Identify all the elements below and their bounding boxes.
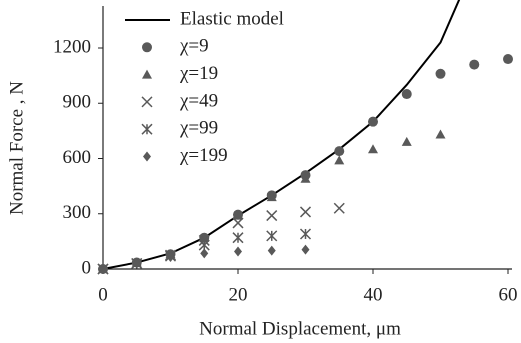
triangle xyxy=(233,210,243,220)
circle xyxy=(503,54,513,65)
y-tick-label: 600 xyxy=(63,147,92,168)
marker-diamond xyxy=(132,258,141,269)
circle xyxy=(368,116,378,127)
diamond xyxy=(99,264,107,274)
triangle xyxy=(300,173,311,183)
diamond xyxy=(234,246,242,257)
legend-label: Elastic model xyxy=(180,8,284,29)
triangle xyxy=(266,192,277,202)
legend-label: χ=9 xyxy=(179,36,209,57)
marker-cross xyxy=(141,96,153,108)
marker-circle xyxy=(503,54,513,65)
circle xyxy=(435,68,446,79)
diamond xyxy=(301,244,310,255)
legend-label: χ=19 xyxy=(179,63,218,84)
diamond xyxy=(143,151,151,162)
legend-label: χ=199 xyxy=(179,145,228,166)
diamond xyxy=(132,258,141,269)
model-line xyxy=(102,0,461,270)
circle xyxy=(142,42,152,53)
marker-triangle xyxy=(401,136,412,146)
marker-triangle xyxy=(142,69,152,79)
circle xyxy=(334,146,345,157)
y-axis-label: Normal Force , N xyxy=(6,81,27,215)
star xyxy=(266,230,278,242)
cross xyxy=(266,210,278,222)
marker-star xyxy=(266,230,278,242)
marker-triangle xyxy=(435,129,446,139)
diamond xyxy=(267,245,276,256)
marker-cross xyxy=(266,210,278,222)
marker-circle xyxy=(368,116,378,127)
marker-diamond xyxy=(200,248,209,259)
marker-star xyxy=(232,232,244,244)
diamond xyxy=(200,248,209,259)
marker-circle xyxy=(142,42,152,53)
marker-cross xyxy=(232,217,244,229)
triangle xyxy=(142,69,152,79)
marker-triangle xyxy=(233,210,243,220)
x-tick-label: 40 xyxy=(364,284,383,305)
circle xyxy=(401,89,412,100)
y-tick-label: 0 xyxy=(82,257,92,278)
marker-cross xyxy=(299,206,312,218)
y-tick-label: 300 xyxy=(63,202,92,223)
marker-diamond xyxy=(143,151,151,162)
marker-triangle xyxy=(334,155,345,165)
star xyxy=(141,123,153,135)
legend-label: χ=49 xyxy=(179,90,218,111)
marker-cross xyxy=(333,202,345,214)
marker-triangle xyxy=(266,192,277,202)
triangle xyxy=(435,129,446,139)
marker-diamond xyxy=(234,246,242,257)
x-tick-label: 0 xyxy=(98,284,108,305)
cross xyxy=(333,202,345,214)
star xyxy=(299,228,312,240)
triangle xyxy=(401,136,412,146)
marker-star xyxy=(299,228,312,240)
x-tick-label: 20 xyxy=(229,284,248,305)
marker-diamond xyxy=(301,244,310,255)
diamond xyxy=(166,252,175,263)
triangle xyxy=(368,144,378,154)
marker-circle xyxy=(401,89,412,100)
legend-label: χ=99 xyxy=(179,118,218,139)
triangle xyxy=(199,232,210,242)
star xyxy=(232,232,244,244)
circle xyxy=(469,59,480,70)
marker-triangle xyxy=(199,232,210,242)
cross xyxy=(299,206,312,218)
marker-circle xyxy=(435,68,446,79)
y-tick-label: 900 xyxy=(63,92,92,113)
triangle xyxy=(334,155,345,165)
marker-triangle xyxy=(300,173,311,183)
x-tick-label: 60 xyxy=(499,284,518,305)
marker-circle xyxy=(469,59,480,70)
cross xyxy=(232,217,244,229)
y-tick-label: 1200 xyxy=(53,36,91,57)
marker-triangle xyxy=(368,144,378,154)
marker-diamond xyxy=(267,245,276,256)
x-axis-label: Normal Displacement, μm xyxy=(199,318,401,339)
marker-circle xyxy=(334,146,345,157)
marker-diamond xyxy=(99,264,107,274)
marker-diamond xyxy=(166,252,175,263)
cross xyxy=(141,96,153,108)
marker-star xyxy=(141,123,153,135)
